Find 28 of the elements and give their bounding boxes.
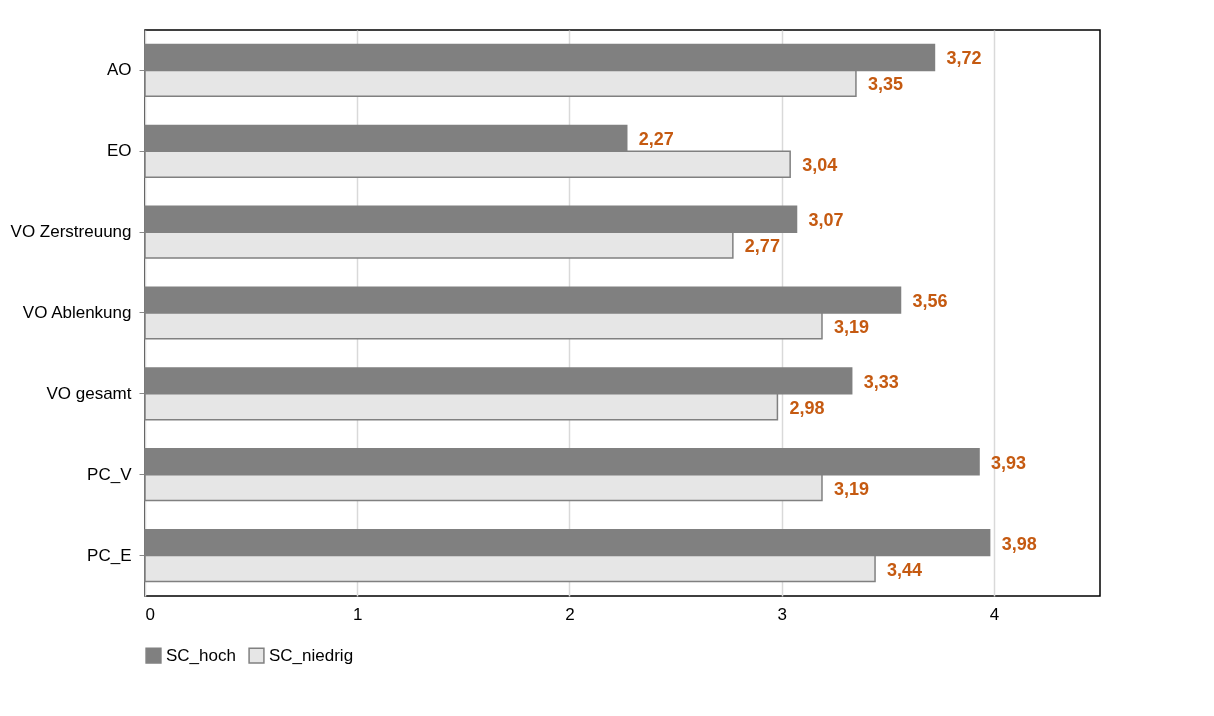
data-label: 3,93 [991, 452, 1027, 473]
y-tick-label: PC_V [87, 464, 133, 484]
x-tick-label: 1 [352, 604, 363, 624]
y-tick-label: EO [106, 141, 132, 161]
x-tick-label: 0 [145, 604, 155, 624]
data-label: 3,72 [946, 48, 982, 69]
x-tick-label: 4 [989, 604, 1000, 624]
data-label: 2,77 [744, 236, 780, 257]
data-label: 3,35 [867, 74, 903, 95]
y-tick-label: PC_E [87, 545, 132, 565]
data-label: 3,19 [833, 478, 870, 499]
x-tick-label: 2 [565, 604, 575, 624]
y-tick-label: VO Ablenkung [22, 303, 132, 322]
data-label: 3,19 [833, 316, 870, 337]
y-tick-label: AO [106, 60, 132, 80]
data-label: 3,07 [808, 210, 844, 231]
data-label: 3,04 [802, 155, 838, 176]
data-label: 3,44 [887, 559, 923, 580]
data-label: 3,56 [912, 291, 948, 312]
data-label: 3,98 [1001, 533, 1037, 554]
legend-label: SC_niedrig [269, 645, 354, 665]
data-label: 3,33 [863, 371, 899, 392]
legend-label: SC_hoch [166, 645, 236, 665]
data-label: 2,98 [789, 397, 825, 418]
x-tick-label: 3 [777, 604, 787, 624]
y-tick-label: VO gesamt [46, 383, 132, 403]
data-label: 2,27 [638, 129, 674, 150]
y-tick-label: VO Zerstreuung [10, 222, 132, 242]
